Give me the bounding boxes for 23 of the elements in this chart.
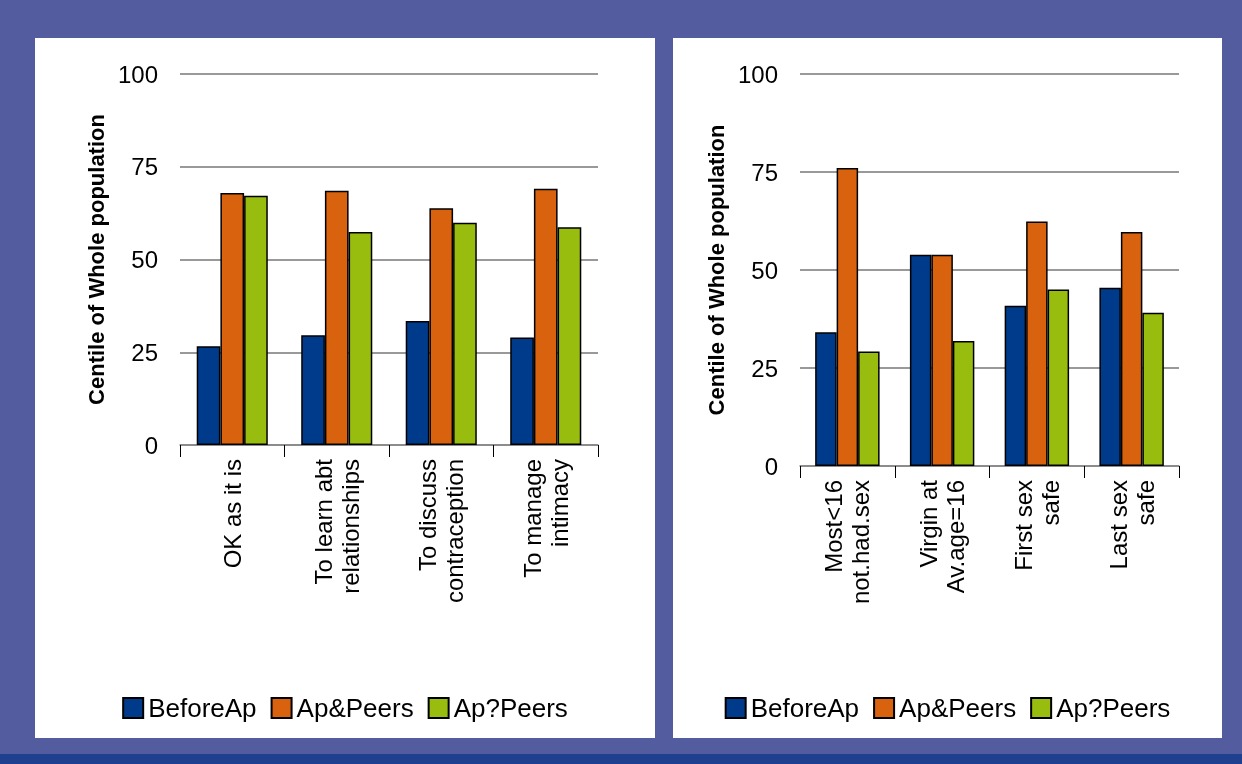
y-tick-label: 50 xyxy=(131,246,158,273)
y-tick-label: 25 xyxy=(751,354,778,382)
legend-label: Ap?Peers xyxy=(1056,693,1171,723)
y-tick-label: 0 xyxy=(144,431,158,459)
legend-label: BeforeAp xyxy=(148,693,257,723)
y-axis-title: Centile of Whole population xyxy=(703,124,729,416)
legend-label: Ap&Peers xyxy=(899,693,1017,723)
x-tick-label: First sex safe xyxy=(1009,480,1064,571)
x-tick-label: Last sex safe xyxy=(1104,480,1159,570)
legend-label: BeforeAp xyxy=(750,693,860,723)
y-tick-label: 75 xyxy=(131,153,158,181)
legend-label: Ap?Peers xyxy=(453,693,568,723)
y-tick-label: 50 xyxy=(751,256,778,284)
y-tick-label: 100 xyxy=(117,60,158,88)
y-tick-label: 100 xyxy=(737,60,778,88)
x-tick-label: OK as it is xyxy=(218,459,246,569)
x-tick-label: Most<16 not.had.sex xyxy=(820,480,875,605)
y-tick-label: 75 xyxy=(751,158,778,186)
y-axis-title: Centile of Whole population xyxy=(83,114,109,405)
y-tick-label: 25 xyxy=(131,338,158,366)
legend-label: Ap&Peers xyxy=(296,693,414,723)
y-tick-label: 0 xyxy=(764,452,778,480)
x-tick-label: To learn abt relationships xyxy=(309,458,364,594)
